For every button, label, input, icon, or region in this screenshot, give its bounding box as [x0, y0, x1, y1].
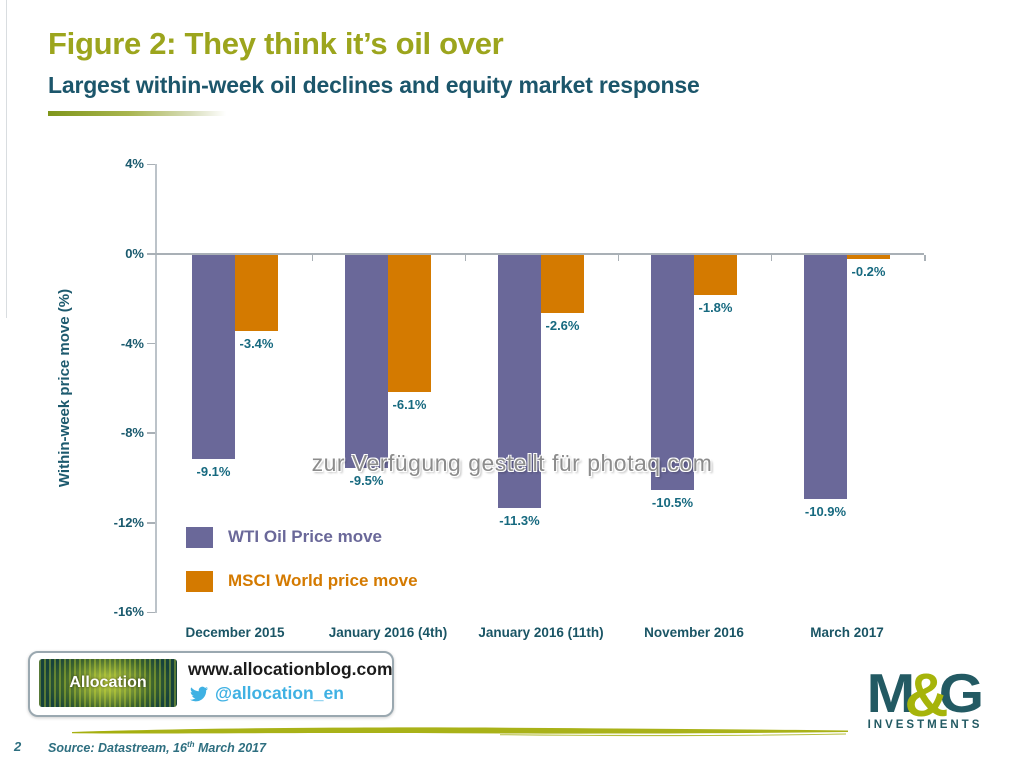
figure-title: Figure 2: They think it’s oil over [48, 26, 504, 61]
legend-label-wti: WTI Oil Price move [228, 527, 382, 546]
bar-value-label: -6.1% [392, 396, 427, 412]
legend-label-msci: MSCI World price move [228, 571, 418, 590]
bar-value-label: -3.4% [239, 336, 274, 352]
x-axis-label: December 2015 [185, 625, 285, 640]
bar-wti [345, 255, 388, 468]
figure-subtitle: Largest within-week oil declines and equ… [48, 72, 700, 98]
x-tick-mark [770, 255, 772, 261]
y-tick-mark [147, 522, 155, 524]
y-axis-line [155, 164, 157, 613]
bar-msci [847, 255, 890, 260]
bar-msci [388, 255, 431, 392]
x-axis-label: November 2016 [644, 625, 744, 640]
bar-wti [651, 255, 694, 491]
y-tick-label: -4% [120, 335, 144, 351]
allocation-logo: Allocation [39, 659, 177, 707]
y-tick-mark [147, 163, 155, 166]
legend-swatch-wti [186, 526, 213, 548]
source-superscript: th [186, 740, 195, 749]
x-axis-label: March 2017 [810, 625, 884, 640]
source-text-cont: March 2017 [194, 741, 267, 756]
zero-gridline [148, 253, 924, 255]
x-axis-label: January 2016 (11th) [478, 625, 604, 640]
website-link: www.allocationblog.com [188, 659, 393, 679]
x-tick-mark [464, 255, 466, 261]
mg-wordmark: M & G [858, 661, 992, 729]
y-tick-mark [147, 611, 155, 614]
slide-edge-line [6, 0, 7, 318]
allocation-logo-text: Allocation [69, 674, 147, 691]
page-number: 2 [14, 739, 22, 754]
watermark: zur Verfügung gestellt für photaq.com [311, 450, 713, 476]
legend-swatch-msci [186, 570, 213, 592]
bar-value-label: -2.6% [545, 318, 580, 334]
bar-value-label: -10.9% [804, 504, 847, 520]
bar-msci [694, 255, 737, 296]
y-tick-label: -16% [113, 604, 144, 620]
bar-wti [804, 255, 847, 500]
brush-divider [72, 727, 848, 737]
title-underline [48, 111, 226, 116]
allocation-card: Allocation www.allocationblog.com @alloc… [28, 651, 394, 717]
twitter-handle: @allocation_en [215, 683, 344, 703]
twitter-row: @allocation_en [188, 683, 344, 704]
mg-ampersand: & [904, 661, 949, 729]
y-tick-label: 4% [125, 156, 144, 172]
twitter-icon [190, 686, 208, 701]
x-tick-mark [311, 255, 313, 261]
bar-msci [235, 255, 278, 332]
mg-logo: M & G INVESTMENTS [858, 661, 992, 731]
mg-letter-m: M [866, 662, 915, 724]
bar-wti [192, 255, 235, 459]
y-tick-label: -8% [120, 425, 144, 441]
x-axis-label: January 2016 (4th) [328, 625, 448, 640]
source-text: Source: Datastream, 16 [48, 741, 187, 756]
x-tick-mark [617, 255, 619, 261]
y-tick-mark [147, 432, 155, 434]
legend-item-wti: WTI Oil Price move [186, 526, 418, 548]
bar-value-label: -0.2% [851, 264, 886, 280]
mg-investments-label: INVESTMENTS [867, 719, 983, 731]
y-axis-title: Within-week price move (%) [56, 288, 73, 488]
y-tick-mark [147, 253, 155, 255]
bar-value-label: -1.8% [698, 300, 733, 316]
bar-value-label: -10.5% [651, 495, 694, 511]
mg-letter-g: G [938, 662, 984, 724]
bar-msci [541, 255, 584, 314]
x-tick-mark [924, 255, 926, 261]
bar-value-label: -9.5% [349, 472, 384, 488]
y-tick-mark [147, 342, 155, 345]
bar-wti [498, 255, 541, 509]
chart-legend: WTI Oil Price move MSCI World price move [186, 526, 418, 614]
source-note: Source: Datastream, 16th March 2017 [48, 740, 266, 755]
legend-item-msci: MSCI World price move [186, 570, 418, 592]
bar-value-label: -9.1% [196, 463, 231, 479]
y-tick-label: 0% [125, 246, 144, 261]
bar-value-label: -11.3% [499, 513, 540, 529]
y-tick-label: -12% [113, 514, 144, 530]
